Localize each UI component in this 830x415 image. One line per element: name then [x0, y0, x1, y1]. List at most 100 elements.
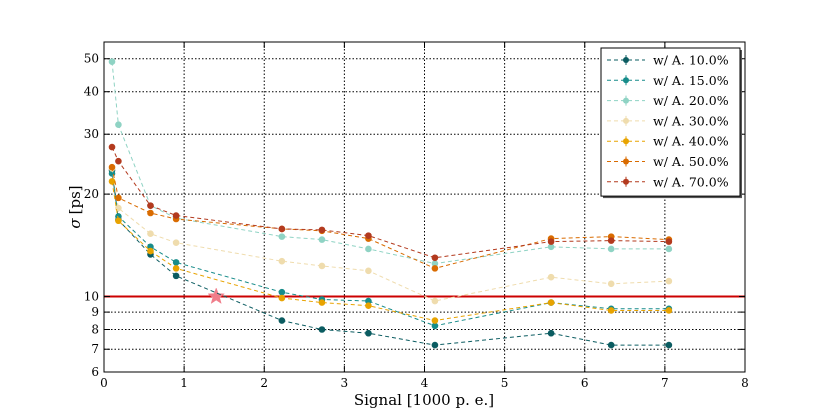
data-point [431, 317, 439, 324]
series-group [108, 58, 673, 349]
series-line [111, 146, 669, 259]
data-point [115, 121, 122, 128]
data-point [108, 58, 116, 66]
data-point [318, 326, 326, 333]
legend-marker [623, 97, 629, 104]
star-marker [207, 287, 225, 304]
data-point [607, 280, 615, 288]
data-point [365, 232, 372, 239]
legend-entry-3: w/ A. 20.0% [607, 93, 729, 108]
legend-marker [623, 77, 629, 84]
data-point [318, 299, 326, 306]
y-tick-label: 8 [91, 322, 99, 336]
data-point [108, 178, 116, 185]
data-point [318, 226, 326, 234]
data-point [278, 233, 286, 240]
x-tick-label: 1 [180, 376, 188, 390]
legend-entry-5: w/ A. 40.0% [607, 134, 729, 149]
data-point [172, 239, 180, 246]
data-point [665, 238, 673, 245]
data-point [365, 302, 372, 309]
data-point [172, 212, 180, 219]
legend-marker [623, 117, 629, 124]
data-point [547, 273, 555, 281]
legend-entry-7: w/ A. 70.0% [607, 174, 729, 189]
legend-entry-6: w/ A. 50.0% [607, 154, 729, 169]
y-tick-label: 7 [91, 342, 99, 356]
data-point [547, 238, 555, 245]
data-point [665, 341, 673, 349]
y-tick-label: 30 [84, 127, 99, 141]
data-point [431, 254, 439, 262]
series-4 [108, 165, 673, 305]
data-point [115, 217, 122, 225]
series-line [111, 168, 669, 302]
x-tick-label: 3 [341, 376, 349, 390]
data-point [147, 202, 154, 209]
data-point [278, 288, 286, 296]
legend: w/ A. 10.0% w/ A. 15.0% w/ A. 20.0% w/ A. 3… [600, 47, 742, 199]
x-axis-label: Signal [1000 p. e.] [354, 391, 494, 409]
legend-marker [623, 138, 629, 145]
y-tick-label: 9 [91, 305, 99, 319]
legend-marker [623, 178, 629, 185]
y-tick-label: 10 [84, 290, 99, 304]
legend-marker [623, 158, 629, 165]
legend-label: w/ A. 20.0% [653, 93, 729, 108]
data-point [431, 341, 439, 349]
y-tick-label: 20 [84, 187, 99, 201]
x-tick-label: 8 [741, 376, 749, 390]
y-axis-label-symbol: σ [66, 218, 84, 229]
legend-label: w/ A. 15.0% [653, 73, 729, 88]
data-point [431, 297, 439, 305]
x-tick-label: 7 [661, 376, 669, 390]
data-point [365, 329, 372, 337]
data-point [172, 259, 180, 266]
series-line [111, 61, 669, 265]
data-point [147, 209, 154, 217]
x-tick-label: 6 [581, 376, 589, 390]
data-point [547, 329, 555, 337]
y-axis-label-unit: [ps] [66, 185, 84, 214]
data-point [318, 262, 326, 270]
data-point [318, 236, 326, 243]
ticks-group: 0 1 2 3 4 5 6 7 8 6 7 8 910 20 30 40 50 [84, 42, 749, 390]
data-point [278, 257, 286, 265]
x-tick-label: 4 [421, 376, 429, 390]
axis-labels: Signal [1000 p. e.] σ [ps] [66, 185, 494, 409]
series-7 [108, 143, 673, 262]
legend-marker [623, 57, 629, 63]
x-tick-label: 5 [501, 376, 509, 390]
data-point [547, 299, 555, 306]
y-tick-label: 50 [84, 52, 99, 66]
legend-label: w/ A. 70.0% [653, 174, 729, 189]
data-point [607, 307, 615, 314]
x-tick-label: 0 [100, 376, 108, 390]
data-point [665, 307, 673, 314]
data-point [431, 265, 439, 272]
data-point [172, 272, 180, 280]
legend-entry-1: w/ A. 10.0% [607, 53, 729, 68]
data-point [172, 265, 180, 272]
grid [104, 42, 745, 372]
data-point [147, 247, 154, 255]
data-point [607, 237, 615, 244]
data-point [365, 245, 372, 253]
y-tick-label: 6 [91, 365, 99, 379]
y-tick-label: 40 [84, 85, 99, 99]
data-point [147, 230, 154, 237]
data-point [278, 225, 286, 233]
data-point [278, 317, 286, 324]
legend-label: w/ A. 10.0% [653, 53, 729, 68]
legend-label: w/ A. 50.0% [653, 154, 729, 169]
legend-label: w/ A. 30.0% [653, 113, 729, 128]
legend-entry-2: w/ A. 15.0% [607, 73, 729, 88]
series-5 [108, 178, 673, 324]
x-tick-label: 2 [260, 376, 268, 390]
data-point [108, 163, 116, 171]
data-point [607, 245, 615, 253]
data-point [115, 157, 122, 165]
data-point [665, 245, 673, 253]
data-point [108, 143, 116, 151]
